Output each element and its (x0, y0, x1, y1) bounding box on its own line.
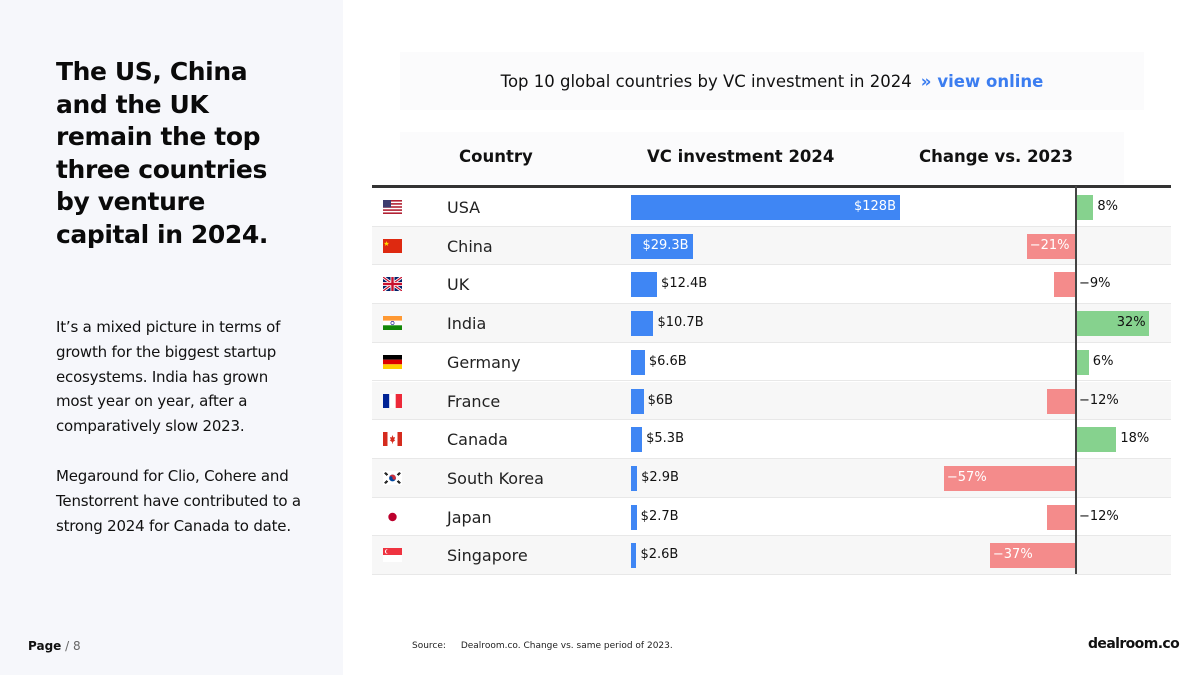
vc-investment-label: $12.4B (661, 276, 708, 292)
country-label: Japan (447, 507, 492, 527)
us-flag-icon (383, 200, 402, 214)
vc-investment-label: $2.9B (641, 469, 679, 485)
vc-investment-label: $10.7B (657, 315, 704, 331)
dealroom-logo: dealroom.co (1088, 636, 1180, 652)
change-bar (1054, 272, 1075, 298)
uk-flag-icon (383, 277, 402, 292)
intro-paragraph: It’s a mixed picture in terms of growth … (56, 318, 281, 436)
column-header-vc-investment: VC investment 2024 (647, 147, 835, 166)
change-label: −9% (1079, 276, 1111, 292)
vc-investment-bar (631, 349, 645, 375)
country-label: India (447, 314, 487, 334)
canada-flag-icon (383, 432, 402, 447)
singapore-flag-icon (383, 548, 402, 563)
germany-flag-icon (383, 354, 402, 369)
vc-investment-label: $29.3B (642, 237, 689, 253)
change-label: −57% (946, 469, 987, 485)
vc-investment-bar (631, 543, 637, 569)
table-row: India $10.7B 32% (372, 304, 1171, 343)
left-panel (0, 0, 343, 675)
vc-investment-bar (631, 388, 644, 414)
japan-flag-icon (383, 509, 402, 524)
page-indicator: Page / 8 (28, 639, 81, 653)
country-label: South Korea (447, 468, 544, 488)
change-label: −21% (1029, 237, 1070, 253)
page-label: Page (28, 639, 62, 653)
table-row: USA $128B 8% (372, 188, 1171, 227)
country-label: UK (447, 275, 470, 295)
change-label: 32% (1116, 315, 1146, 331)
india-flag-icon (383, 316, 402, 331)
country-label: Germany (447, 352, 521, 372)
page-number: / 8 (65, 639, 81, 653)
change-label: −37% (992, 547, 1033, 563)
table-row: France $6B −12% (372, 381, 1171, 421)
vc-investment-label: $5.3B (646, 431, 684, 447)
table-row: South Korea $2.9B −57% (372, 458, 1171, 498)
vc-investment-bar (631, 272, 658, 298)
china-flag-icon (383, 238, 402, 253)
table-row: Germany $6.6B 6% (372, 343, 1171, 382)
source-text: Dealroom.co. Change vs. same period of 2… (460, 641, 673, 651)
chevron-right-icon: » (920, 71, 932, 91)
vc-investment-bar (631, 195, 900, 220)
source-label: Source: (412, 641, 446, 651)
vc-investment-label: $6.6B (648, 353, 687, 369)
change-bar (1075, 311, 1149, 337)
vc-investment-bar (631, 311, 654, 337)
table-row: Japan $2.7B −12% (372, 498, 1171, 537)
south-korea-flag-icon (383, 470, 402, 485)
table-row: Singapore $2.6B −37% (372, 536, 1171, 575)
change-label: 6% (1092, 353, 1114, 369)
column-header-country: Country (459, 147, 533, 166)
chart-title: Top 10 global countries by VC investment… (400, 52, 1144, 110)
view-online-link[interactable]: view online (937, 71, 1044, 91)
change-label: −12% (1079, 508, 1119, 524)
vc-investment-bar (631, 233, 693, 259)
change-bar (943, 465, 1075, 491)
change-bar (1075, 195, 1094, 220)
change-bar (1075, 349, 1089, 375)
change-label: 8% (1097, 199, 1119, 214)
country-label: Canada (447, 430, 508, 450)
change-bar (1075, 427, 1117, 453)
vc-investment-bar (631, 504, 637, 530)
canada-paragraph: Megaround for Clio, Cohere and Tenstorre… (56, 467, 301, 535)
vc-investment-bar (631, 427, 643, 453)
table-row: China $29.3B −21% (372, 226, 1171, 266)
vc-investment-label: $2.7B (640, 508, 679, 524)
change-bar (1047, 504, 1075, 530)
table-row: UK $12.4B −9% (372, 265, 1171, 305)
table-row: Canada $5.3B 18% (372, 420, 1171, 459)
chart-title-text: Top 10 global countries by VC investment… (500, 71, 912, 91)
change-label: −12% (1079, 392, 1119, 408)
page-title: The US, China and the UK remain the top … (56, 57, 268, 249)
vc-investment-bar (631, 465, 638, 491)
change-bar (1047, 388, 1075, 414)
table-header (400, 132, 1124, 184)
country-label: China (447, 236, 493, 256)
country-label: USA (447, 198, 481, 217)
vc-investment-label: $6B (647, 392, 674, 408)
france-flag-icon (383, 393, 402, 408)
change-zero-axis (1075, 186, 1077, 574)
vc-investment-label: $128B (853, 199, 896, 214)
vc-investment-label: $2.6B (640, 547, 679, 563)
change-label: 18% (1120, 431, 1150, 447)
header-rule (372, 185, 1171, 188)
country-label: France (447, 391, 501, 411)
country-label: Singapore (447, 546, 528, 566)
change-bar (1026, 233, 1075, 259)
source-note: Source: Dealroom.co. Change vs. same per… (412, 641, 673, 651)
change-bar (989, 543, 1075, 569)
column-header-change: Change vs. 2023 (919, 147, 1073, 166)
